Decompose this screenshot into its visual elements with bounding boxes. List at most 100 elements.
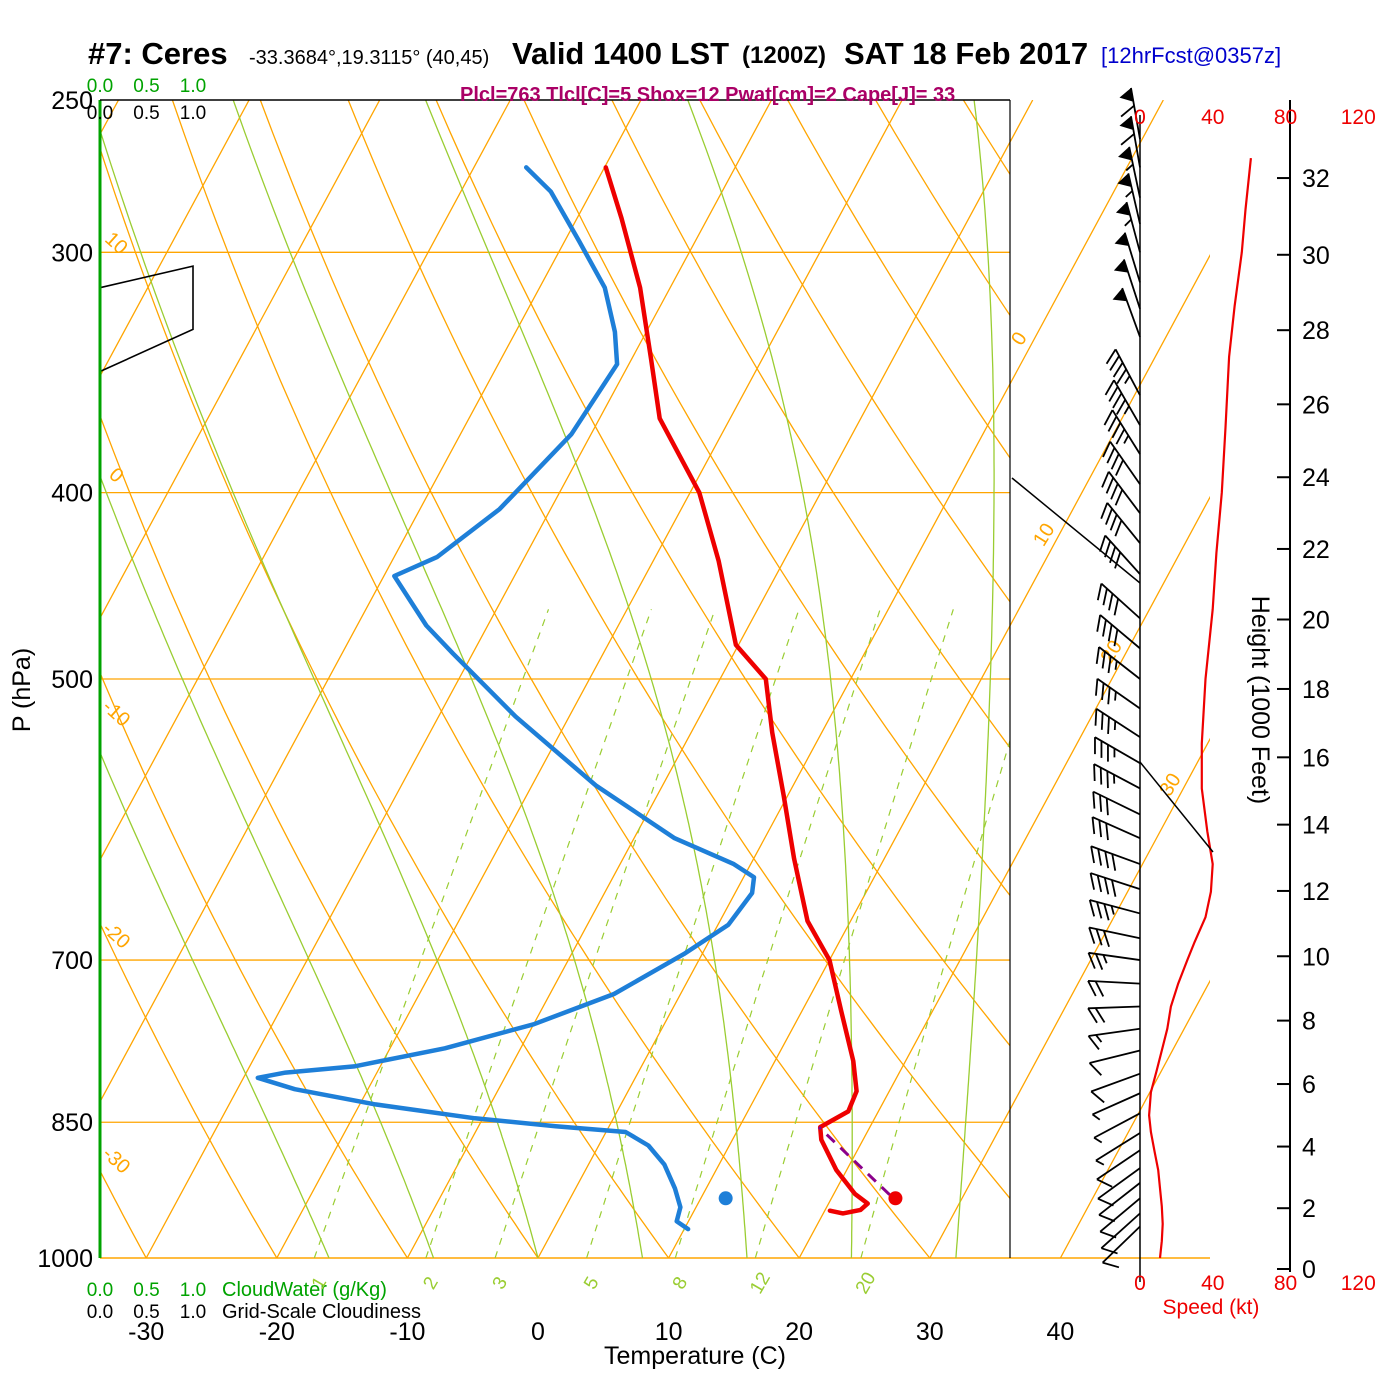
- svg-text:250: 250: [51, 87, 93, 115]
- svg-text:8: 8: [1302, 1008, 1316, 1036]
- height-axis-label: Height (1000 Feet): [1246, 596, 1274, 804]
- zulu-time: (1200Z): [742, 42, 827, 69]
- moist-adiabat-lines: [100, 100, 995, 1258]
- svg-text:-30: -30: [128, 1318, 164, 1346]
- dry-adiabat-lines: [100, 100, 1010, 1258]
- svg-text:24: 24: [1302, 464, 1330, 492]
- svg-text:80: 80: [1274, 106, 1297, 129]
- svg-text:0: 0: [531, 1318, 545, 1346]
- svg-text:40: 40: [1201, 106, 1224, 129]
- svg-text:-20: -20: [259, 1318, 295, 1346]
- svg-text:0: 0: [1134, 106, 1146, 129]
- svg-text:3: 3: [489, 1273, 512, 1293]
- svg-text:0.0: 0.0: [87, 1302, 113, 1323]
- svg-text:-30: -30: [98, 1143, 134, 1179]
- valid-date: SAT 18 Feb 2017: [844, 36, 1089, 71]
- dewpoint-curve: [255, 165, 757, 1232]
- svg-text:400: 400: [51, 480, 93, 508]
- svg-text:14: 14: [1302, 812, 1330, 840]
- svg-text:20: 20: [1097, 637, 1127, 668]
- svg-text:10: 10: [655, 1318, 683, 1346]
- sounding-params: Plcl=763 Tlcl[C]=5 Shox=12 Pwat[cm]=2 Ca…: [460, 84, 956, 106]
- svg-text:32: 32: [1302, 165, 1330, 193]
- isobar-lines: [100, 251, 1210, 1259]
- svg-text:1.0: 1.0: [180, 1280, 206, 1301]
- parcel-path: [817, 1126, 891, 1196]
- pressure-axis-label: P (hPa): [8, 648, 36, 732]
- surface-points: [718, 1191, 903, 1206]
- svg-text:850: 850: [51, 1109, 93, 1137]
- svg-text:10: 10: [1029, 520, 1059, 551]
- wind-barbs: [1087, 87, 1141, 1269]
- svg-text:700: 700: [51, 947, 93, 975]
- mixing-ratio-lines: [313, 609, 1010, 1258]
- svg-text:0.5: 0.5: [133, 1302, 159, 1323]
- svg-text:2: 2: [419, 1273, 442, 1293]
- svg-text:0: 0: [1007, 328, 1032, 349]
- svg-text:22: 22: [1302, 536, 1330, 564]
- svg-text:4: 4: [1302, 1134, 1316, 1162]
- plot-frame: [100, 99, 1011, 1258]
- svg-text:6: 6: [1302, 1071, 1316, 1099]
- svg-text:1.0: 1.0: [180, 1302, 206, 1323]
- svg-text:0.5: 0.5: [133, 76, 159, 97]
- svg-text:18: 18: [1302, 676, 1330, 704]
- valid-time: Valid 1400 LST: [512, 36, 730, 71]
- cloudiness-profile: [99, 265, 194, 373]
- svg-text:80: 80: [1274, 1272, 1297, 1295]
- cloudwater-axis-label: CloudWater (g/Kg): [222, 1279, 387, 1301]
- svg-text:30: 30: [1302, 242, 1330, 270]
- svg-text:1.0: 1.0: [180, 76, 206, 97]
- svg-text:10: 10: [100, 228, 131, 259]
- svg-text:1.0: 1.0: [180, 103, 206, 124]
- svg-text:30: 30: [1155, 770, 1185, 801]
- svg-text:26: 26: [1302, 391, 1330, 419]
- svg-text:0.5: 0.5: [133, 1280, 159, 1301]
- station-title: #7: Ceres: [88, 36, 228, 71]
- svg-text:40: 40: [1201, 1272, 1224, 1295]
- svg-text:0.0: 0.0: [87, 1280, 113, 1301]
- svg-text:12: 12: [1302, 878, 1330, 906]
- svg-text:1000: 1000: [37, 1245, 93, 1273]
- svg-text:30: 30: [916, 1318, 944, 1346]
- wind-speed-profile: [1147, 157, 1252, 1259]
- svg-text:-20: -20: [98, 918, 134, 954]
- svg-text:0.0: 0.0: [87, 103, 113, 124]
- svg-text:500: 500: [51, 666, 93, 694]
- svg-text:2: 2: [1302, 1195, 1316, 1223]
- pressure-tick-labels: 250 300 400 500 700 850 1000: [37, 87, 93, 1273]
- cloud-scale-labels: 0.00.00.50.51.01.00.00.00.50.51.01.0: [87, 76, 206, 1323]
- svg-text:300: 300: [51, 239, 93, 267]
- svg-text:10: 10: [1302, 943, 1330, 971]
- svg-text:20: 20: [852, 1269, 881, 1298]
- cloudiness-axis-label: Grid-Scale Cloudiness: [222, 1301, 421, 1323]
- svg-text:16: 16: [1302, 744, 1330, 772]
- forecast-info: [12hrFcst@0357z]: [1101, 43, 1282, 68]
- svg-text:5: 5: [580, 1273, 603, 1293]
- svg-text:0: 0: [105, 464, 128, 488]
- temperature-curve: [603, 165, 870, 1216]
- speed-axis-label: Speed (kt): [1163, 1296, 1260, 1319]
- svg-text:120: 120: [1341, 1272, 1376, 1295]
- svg-text:0: 0: [1302, 1256, 1316, 1284]
- svg-text:120: 120: [1341, 106, 1376, 129]
- station-coords: -33.3684°,19.3115° (40,45): [249, 47, 490, 69]
- surface-dewpoint-dot: [718, 1191, 733, 1206]
- svg-text:8: 8: [669, 1273, 692, 1293]
- svg-text:28: 28: [1302, 317, 1330, 345]
- connector-lines: [1011, 477, 1214, 853]
- svg-text:20: 20: [1302, 607, 1330, 635]
- svg-text:0.5: 0.5: [133, 103, 159, 124]
- svg-text:20: 20: [785, 1318, 813, 1346]
- svg-text:0.0: 0.0: [87, 76, 113, 97]
- temperature-axis-label: Temperature (C): [604, 1342, 786, 1370]
- svg-text:40: 40: [1046, 1318, 1074, 1346]
- surface-temperature-dot: [888, 1191, 903, 1206]
- svg-text:0: 0: [1134, 1272, 1146, 1295]
- svg-text:-10: -10: [389, 1318, 425, 1346]
